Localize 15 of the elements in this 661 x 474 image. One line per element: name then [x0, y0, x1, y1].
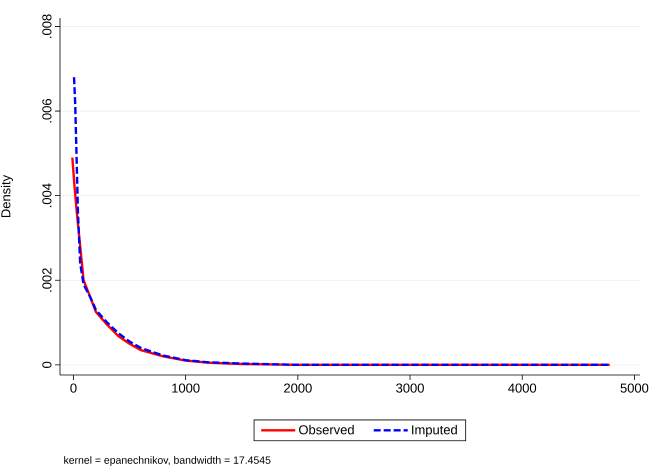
y-tick-label: .004	[42, 183, 52, 208]
text: kernel = epanechnikov, bandwidth = 17.4545	[64, 456, 270, 466]
x-tick-label: 5000	[620, 384, 648, 393]
x-tick-label: 3000	[396, 384, 424, 393]
x-tick-label: 0	[70, 384, 77, 393]
y-tick-label: .006	[42, 99, 52, 122]
y-tick-label: .008	[42, 14, 52, 38]
legend-label: Observed	[299, 424, 354, 434]
y-tick-label: 0	[42, 362, 52, 368]
x-tick-label: 2000	[284, 384, 312, 393]
x-tick-label: 4000	[508, 384, 536, 393]
legend-label: Imputed	[412, 424, 457, 437]
y-axis-title: Density	[0, 174, 13, 218]
y-tick-label: .002	[42, 268, 52, 292]
x-tick-label: 1000	[172, 384, 200, 393]
